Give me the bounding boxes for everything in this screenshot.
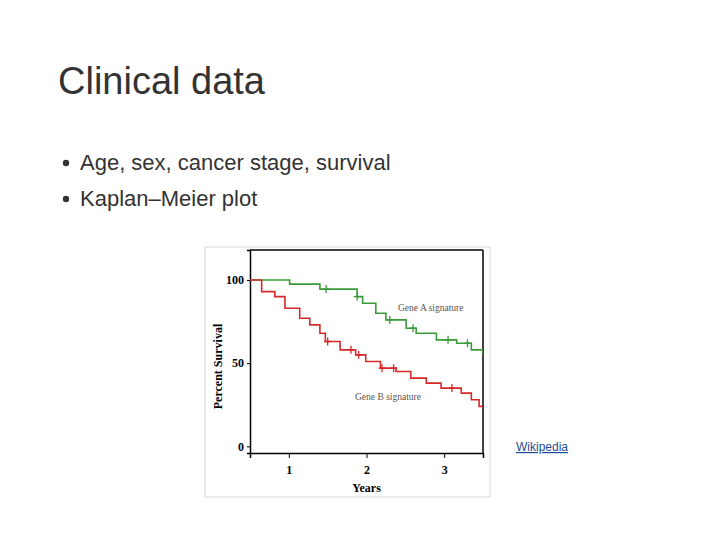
- y-axis-title: Percent Survival: [211, 323, 225, 409]
- plot-frame: [250, 249, 483, 251]
- source-link[interactable]: Wikipedia: [516, 440, 568, 454]
- x-tick-mark: [444, 453, 445, 458]
- y-tick-label: 0: [238, 440, 244, 454]
- y-axis-line: [247, 251, 251, 454]
- y-tick: 100: [226, 273, 250, 287]
- x-tick-label: 1: [286, 463, 292, 477]
- censor-mark: [379, 364, 386, 372]
- censor-mark: [386, 316, 393, 324]
- x-tick-label: 3: [442, 463, 448, 477]
- plot-area: [250, 280, 483, 406]
- x-axis-title: Years: [352, 481, 381, 495]
- x-tick: 2: [364, 453, 370, 477]
- y-tick-mark: [247, 280, 250, 281]
- x-tick-label: 2: [364, 463, 370, 477]
- censor-mark: [464, 339, 471, 347]
- bullet-dot: [63, 160, 69, 166]
- x-axis-line: [251, 454, 484, 459]
- series-label: Gene A signature: [398, 303, 463, 313]
- y-tick-label: 100: [226, 273, 244, 287]
- bullet-text: Age, sex, cancer stage, survival: [80, 150, 391, 175]
- y-tick: 0: [238, 440, 250, 454]
- x-axis: 1 2 3: [251, 453, 484, 477]
- survival-curve: [250, 280, 483, 355]
- censor-mark: [445, 336, 452, 344]
- censor-mark: [410, 324, 417, 332]
- censor-mark: [354, 293, 361, 301]
- y-axis: 0 50 100: [226, 251, 251, 454]
- x-tick-mark: [289, 453, 290, 458]
- x-tick-mark: [367, 453, 368, 458]
- y-tick-mark: [247, 363, 250, 364]
- censor-mark: [448, 384, 455, 392]
- chart-image-frame: [205, 247, 490, 497]
- slide-canvas: Clinical data Age, sex, cancer stage, sur…: [0, 0, 720, 540]
- censor-mark: [390, 364, 397, 372]
- slide-title: Clinical data: [58, 60, 266, 102]
- bullet-text: Kaplan–Meier plot: [80, 186, 257, 211]
- y-tick-label: 50: [232, 356, 244, 370]
- bullet-dot: [63, 196, 69, 202]
- x-tick: 3: [442, 453, 448, 477]
- series-label: Gene B signature: [355, 392, 421, 402]
- censor-mark: [324, 338, 331, 346]
- x-tick: 1: [286, 453, 292, 477]
- censor-mark: [355, 351, 362, 359]
- survival-curve: [250, 280, 483, 406]
- y-tick: 50: [232, 356, 250, 370]
- y-tick-mark: [247, 446, 250, 447]
- censor-mark: [347, 346, 354, 354]
- censor-mark: [323, 285, 330, 293]
